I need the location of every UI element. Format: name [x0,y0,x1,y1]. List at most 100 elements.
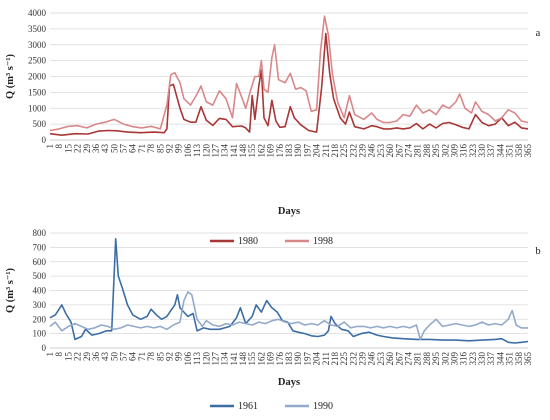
x-tick-label: 267 [394,352,404,366]
x-tick-label: 246 [367,352,377,366]
x-tick-label: 15 [63,144,73,154]
x-tick-label: 344 [495,144,505,158]
x-tick-label: 225 [339,144,349,158]
x-tick-label: 22 [73,352,83,361]
x-tick-label: 92 [165,144,175,153]
x-tick-label: 1 [45,352,55,357]
x-tick-label: 8 [54,352,64,357]
x-tick-label: 309 [449,144,459,158]
x-axis-label: Days [278,377,300,388]
y-tick-label: 400 [33,286,47,296]
x-tick-label: 295 [431,352,441,366]
y-tick-label: 300 [33,300,47,310]
y-axis-label: Q (m³ s⁻¹) [5,267,16,313]
y-tick-label: 800 [33,228,47,238]
x-tick-label: 120 [201,144,211,158]
x-tick-label: 253 [376,352,386,366]
x-tick-label: 29 [82,352,92,362]
y-tick-label: 500 [33,271,47,281]
y-tick-label: 2000 [28,72,47,82]
x-tick-label: 85 [155,144,165,154]
x-tick-label: 148 [238,352,248,366]
x-tick-label: 225 [339,352,349,366]
x-tick-label: 36 [91,352,101,362]
x-tick-label: 183 [284,352,294,366]
x-tick-label: 92 [165,352,175,361]
y-tick-label: 700 [33,242,47,252]
x-tick-label: 246 [367,144,377,158]
x-tick-label: 197 [302,352,312,366]
y-tick-label: 3000 [28,40,47,50]
x-tick-label: 204 [312,144,322,158]
x-tick-label: 176 [275,352,285,366]
y-tick-label: 0 [42,343,47,353]
x-tick-label: 232 [348,144,358,158]
x-tick-label: 162 [256,144,266,158]
x-tick-label: 176 [275,144,285,158]
x-tick-label: 267 [394,144,404,158]
series-line-1980 [49,32,529,136]
x-tick-label: 316 [459,352,469,366]
x-tick-label: 127 [210,352,220,366]
panel-label: b [535,246,540,257]
x-tick-label: 113 [192,352,202,366]
x-tick-label: 288 [422,352,432,366]
x-tick-label: 218 [330,352,340,366]
x-tick-label: 50 [109,144,119,154]
x-tick-label: 99 [174,352,184,362]
legend-label: 1998 [313,236,333,247]
x-tick-label: 29 [82,144,92,154]
x-tick-label: 288 [422,144,432,158]
x-tick-label: 43 [100,144,110,154]
y-tick-label: 4000 [28,8,47,18]
x-tick-label: 309 [449,352,459,366]
series-line-1961 [49,238,529,344]
x-tick-label: 197 [302,144,312,158]
x-tick-label: 71 [137,352,147,361]
x-tick-label: 106 [183,144,193,158]
x-tick-label: 274 [404,352,414,366]
x-tick-label: 316 [459,144,469,158]
legend-label: 1961 [238,401,258,412]
y-tick-label: 1500 [28,87,47,97]
x-tick-label: 134 [220,144,230,158]
x-tick-label: 57 [119,144,129,154]
x-tick-label: 148 [238,143,248,157]
x-tick-label: 64 [128,352,138,362]
y-tick-label: 1000 [28,103,47,113]
x-tick-label: 204 [312,352,322,366]
x-tick-label: 155 [247,144,257,158]
x-tick-label: 358 [514,144,524,158]
x-tick-label: 36 [91,144,101,154]
x-tick-label: 274 [404,144,414,158]
y-tick-label: 2500 [28,56,47,66]
x-tick-label: 218 [330,144,340,158]
x-tick-label: 253 [376,144,386,158]
x-tick-label: 120 [201,352,211,366]
x-tick-label: 330 [477,352,487,366]
legend-label: 1980 [238,236,258,247]
x-tick-label: 190 [293,352,303,366]
x-tick-label: 211 [321,144,331,157]
x-tick-label: 43 [100,352,110,362]
x-tick-label: 337 [486,144,496,158]
x-tick-label: 351 [505,352,515,366]
x-tick-label: 337 [486,352,496,366]
x-tick-label: 78 [146,352,156,362]
x-tick-label: 344 [495,352,505,366]
x-tick-label: 169 [266,352,276,366]
x-tick-label: 232 [348,352,358,366]
x-tick-label: 134 [220,352,230,366]
x-tick-label: 162 [256,352,266,366]
y-tick-label: 0 [42,135,47,145]
x-tick-label: 50 [109,352,119,362]
y-tick-label: 200 [33,314,47,324]
y-tick-label: 600 [33,257,47,267]
x-tick-label: 141 [229,144,239,158]
x-tick-label: 281 [413,144,423,158]
x-tick-label: 365 [523,352,533,366]
x-tick-label: 78 [146,144,156,154]
x-tick-label: 295 [431,144,441,158]
series-line-1990 [49,291,528,341]
x-tick-label: 323 [468,144,478,158]
